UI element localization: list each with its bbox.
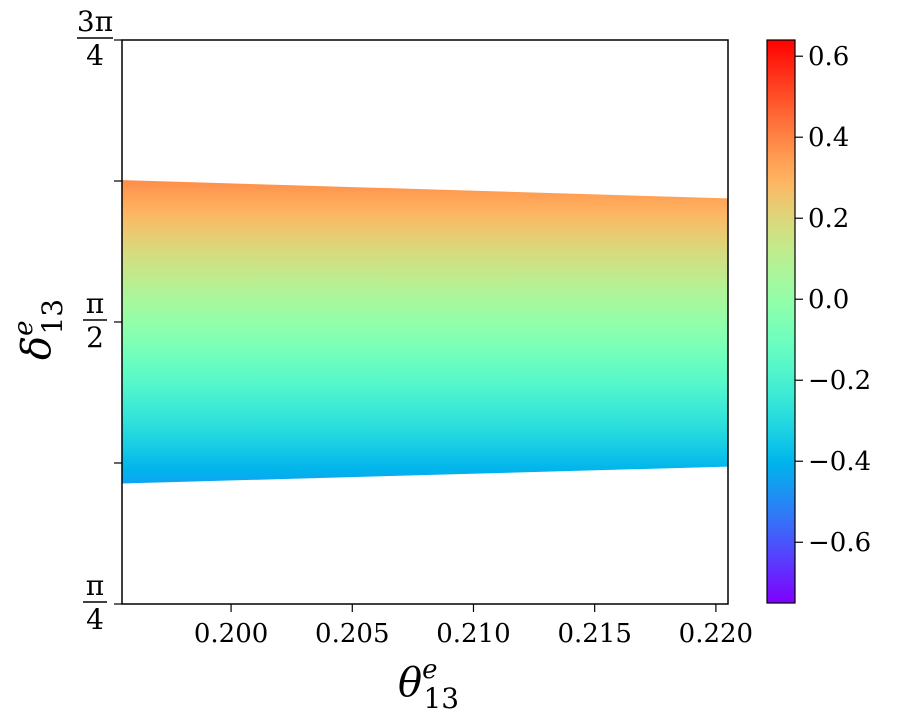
x-axis-label-sup: e <box>422 655 437 685</box>
colorbar-tick-label: −0.4 <box>808 447 871 477</box>
colorbar-tick-label: −0.2 <box>808 366 871 396</box>
x-tick-label: 0.205 <box>315 619 389 649</box>
y-axis-label-sup: e <box>9 321 39 336</box>
colorbar-tick-label: 0.0 <box>808 285 849 315</box>
colorbar-gradient <box>766 39 796 604</box>
y-tick-label: π2 <box>83 287 107 354</box>
x-axis-label-symbol: θ <box>398 660 422 706</box>
colorbar-tick-label: −0.6 <box>808 528 871 558</box>
colorbar-tick-label: 0.2 <box>808 204 849 234</box>
y-axis-label: δe13 <box>9 299 69 360</box>
x-axis-label: θe 13 <box>398 655 459 715</box>
y-tick-label: π4 <box>83 569 107 636</box>
y-tick-numerator: π <box>86 569 104 602</box>
x-axis-label-sub: 13 <box>423 682 459 715</box>
colorbar: 0.6 0.4 0.2 0.0 −0.2 −0.4 −0.6 <box>766 39 871 604</box>
y-axis-label-symbol: δ <box>14 336 60 360</box>
y-tick-label: 3π4 <box>77 5 113 72</box>
colorbar-tick-label: 0.6 <box>808 42 849 72</box>
y-tick-numerator: 3π <box>77 5 113 38</box>
plot-area <box>121 39 729 605</box>
x-tick-label: 0.210 <box>436 619 510 649</box>
x-tick-label: 0.200 <box>194 619 268 649</box>
svg-text:δe13: δe13 <box>9 299 69 360</box>
y-tick-denominator: 4 <box>86 603 104 636</box>
y-tick-denominator: 4 <box>86 39 104 72</box>
x-axis: 0.200 0.205 0.210 0.215 0.220 <box>194 604 753 649</box>
y-axis-label-sub: 13 <box>36 299 69 335</box>
colorbar-ticks: 0.6 0.4 0.2 0.0 −0.2 −0.4 −0.6 <box>795 42 871 558</box>
y-tick-numerator: π <box>86 287 104 320</box>
y-tick-denominator: 2 <box>86 321 104 354</box>
colorbar-tick-label: 0.4 <box>808 123 849 153</box>
heatmap-region <box>122 180 728 484</box>
x-tick-label: 0.220 <box>679 619 753 649</box>
x-tick-label: 0.215 <box>557 619 631 649</box>
